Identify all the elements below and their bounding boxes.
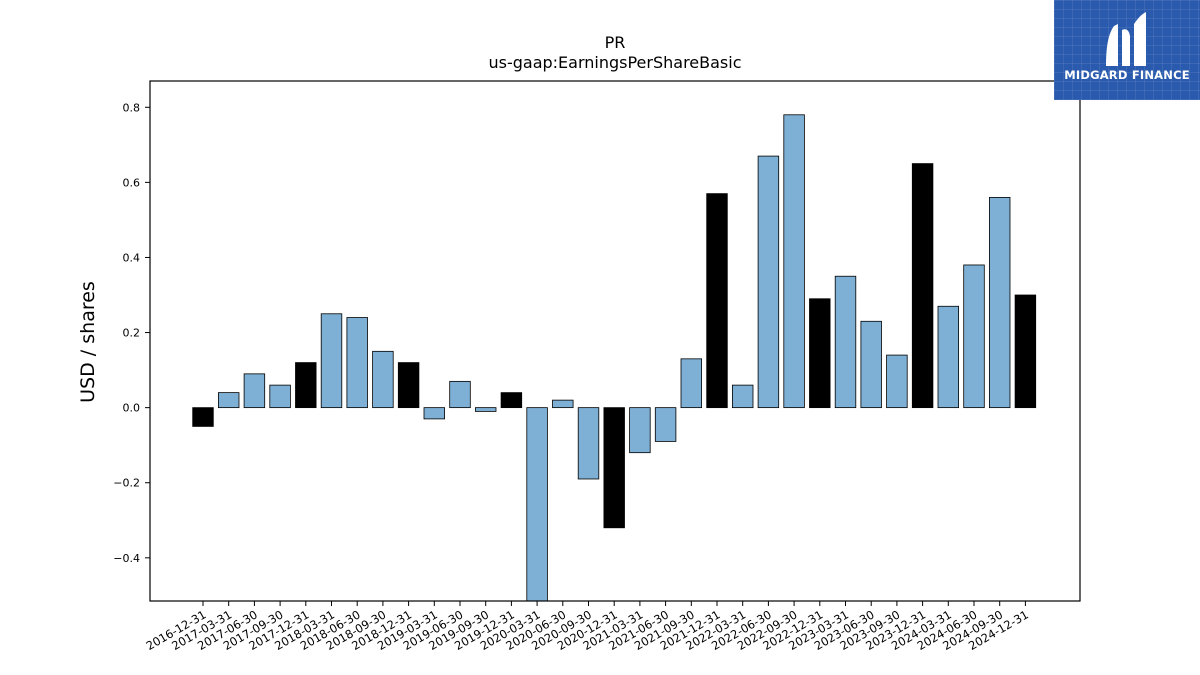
bar-2020-09-30 (577, 407, 600, 480)
bar-2017-06-30 (243, 373, 266, 409)
bar-2018-06-30 (346, 317, 368, 409)
bar-2021-12-31 (706, 193, 728, 409)
bar-2016-12-31 (192, 407, 214, 427)
bar-2022-12-31 (809, 298, 831, 409)
bar-2019-03-31 (423, 407, 446, 420)
bar-2023-09-30 (886, 354, 908, 409)
bar-2019-06-30 (449, 380, 471, 409)
bar-2023-12-31 (911, 163, 934, 409)
bar-2024-03-31 (937, 305, 960, 409)
bar-2022-06-30 (757, 155, 780, 409)
bar-2017-09-30 (269, 384, 291, 409)
bar-2020-06-30 (552, 399, 574, 409)
midgard-finance-logo: MIDGARD FINANCE (1054, 0, 1200, 100)
y-tick-label: 0.4 (123, 251, 141, 264)
logo-mark-icon (1106, 12, 1146, 66)
bar-2023-03-31 (834, 275, 857, 409)
chart-title: PR (605, 33, 626, 52)
bar-2021-09-30 (680, 358, 703, 409)
y-tick-label: 0.6 (123, 176, 141, 189)
bar-2020-03-31 (526, 407, 548, 601)
logo-text: MIDGARD FINANCE (1064, 68, 1190, 82)
plot-area: −0.4−0.20.00.20.40.60.82016-12-312017-03… (113, 80, 1081, 653)
plot-frame (149, 80, 1081, 602)
y-axis-label: USD / shares (77, 281, 99, 403)
bar-2018-03-31 (320, 313, 343, 409)
bar-2017-03-31 (217, 392, 240, 409)
y-tick-label: 0.8 (123, 101, 141, 114)
y-tick-label: −0.2 (113, 477, 140, 490)
y-tick-label: 0.0 (123, 402, 141, 415)
bar-2022-09-30 (783, 114, 805, 409)
bar-2019-12-31 (500, 392, 523, 409)
bar-2018-12-31 (397, 362, 420, 409)
y-tick-label: 0.2 (123, 327, 141, 340)
bar-2018-09-30 (372, 350, 394, 409)
bar-2024-06-30 (963, 264, 985, 409)
bar-2024-12-31 (1014, 294, 1037, 409)
bar-2021-03-31 (629, 407, 651, 454)
bar-2017-12-31 (295, 362, 317, 409)
bars (192, 114, 1037, 601)
bar-2023-06-30 (860, 320, 882, 409)
bar-2024-09-30 (989, 196, 1011, 409)
bar-2019-09-30 (474, 407, 497, 412)
chart-subtitle: us-gaap:EarningsPerShareBasic (488, 53, 741, 72)
bar-2022-03-31 (732, 384, 754, 409)
bar-2020-12-31 (603, 407, 625, 529)
y-tick-label: −0.4 (113, 552, 140, 565)
bar-2021-06-30 (654, 407, 677, 442)
